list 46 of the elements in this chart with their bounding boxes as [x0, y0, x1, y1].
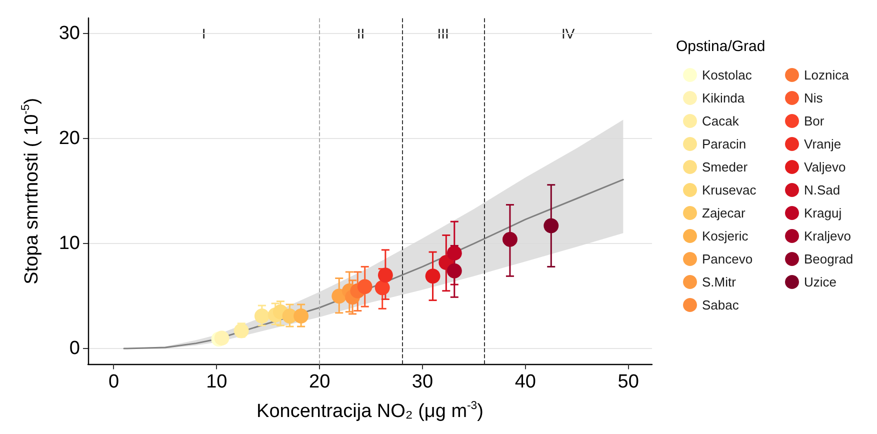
y-tick-label: 30 [58, 23, 80, 44]
x-tick-label: 0 [108, 371, 120, 392]
x-tick-label: 10 [206, 371, 228, 392]
y-axis-title: Stopa smrtnosti ( 10-5) [20, 98, 42, 284]
point [374, 280, 390, 296]
point [446, 263, 462, 278]
point [502, 232, 518, 247]
legend-label: Kraljevo [804, 228, 851, 244]
point [214, 330, 230, 346]
legend-label: Kraguj [804, 206, 842, 220]
legend-label: Nis [804, 90, 824, 106]
y-tick-label: 0 [69, 338, 80, 360]
legend-label: Smeder [702, 160, 748, 174]
legend-label: Krusevac [702, 182, 757, 198]
x-tick-label: 20 [309, 371, 330, 392]
point [446, 246, 462, 261]
legend-label: Cacak [702, 114, 740, 128]
point [357, 279, 372, 294]
legend-label: S.Mitr [702, 274, 737, 290]
x-tick-label: 40 [514, 371, 536, 392]
legend-label: N.Sad [804, 182, 840, 198]
legend-label: Kostolac [702, 68, 752, 82]
legend-label: Bor [804, 114, 825, 128]
line-series [123, 178, 624, 350]
legend-label: Paracin [702, 136, 746, 152]
legend-label: Beograd [804, 252, 854, 266]
legend-label: Vranje [804, 136, 842, 152]
point [378, 268, 393, 283]
point [234, 323, 249, 338]
legend-label: Loznica [804, 68, 850, 82]
point [425, 268, 440, 284]
point [294, 308, 309, 324]
y-tick-label: 10 [58, 233, 80, 254]
legend-label: Pancevo [702, 252, 753, 266]
legend-label: Zajecar [702, 206, 746, 220]
legend-label: Valjevo [804, 160, 846, 174]
legend-label: Uzice [804, 274, 837, 290]
point [254, 308, 270, 324]
legend-label: Kikinda [702, 90, 746, 106]
legend-label: Sabac [702, 298, 740, 312]
x-tick-label: 50 [618, 371, 639, 392]
point [544, 218, 559, 234]
x-tick-label: 30 [412, 371, 434, 392]
y-tick-label: 20 [58, 128, 80, 150]
legend-label: Kosjeric [702, 228, 749, 244]
legend-title: Opstina/Grad [676, 38, 766, 55]
